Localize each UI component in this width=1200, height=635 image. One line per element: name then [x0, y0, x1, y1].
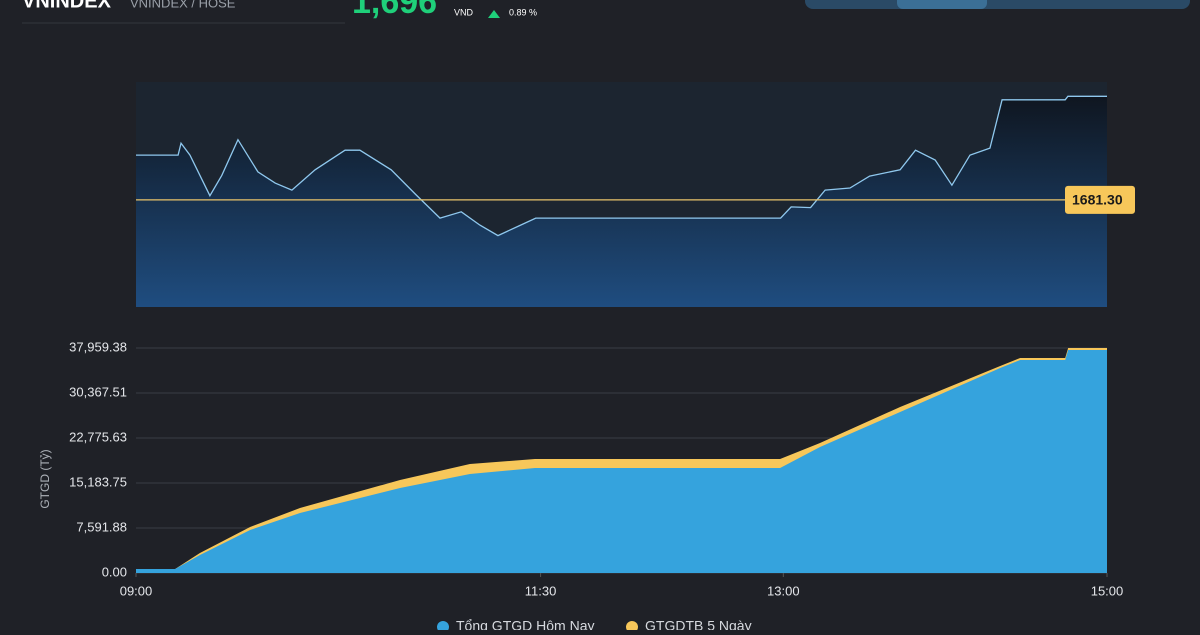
x-tick-label: 11:30 — [525, 583, 557, 598]
exchange: VNINDEX / HOSE — [130, 0, 236, 10]
reference-label: 1681.30 — [1072, 192, 1123, 208]
price-chart: 1681.30 — [136, 82, 1135, 307]
tab-bar[interactable] — [805, 0, 1190, 9]
legend-label[interactable]: GTGDTB 5 Ngày — [645, 618, 752, 634]
y-tick-label: 30,367.51 — [69, 384, 127, 399]
up-arrow — [488, 10, 500, 18]
value-chart: 0.00 7,591.88 15,183.75 22,775.63 30,367.51 3… — [69, 339, 1123, 598]
currency: VND — [454, 7, 474, 17]
legend-label[interactable]: Tổng GTGD Hôm Nay — [456, 618, 594, 634]
symbol: VNINDEX — [22, 0, 112, 12]
price: 1,696 — [352, 0, 437, 21]
x-tick-label: 13:00 — [767, 583, 800, 598]
value-area — [136, 350, 1107, 573]
y-tick-label: 22,775.63 — [69, 429, 127, 444]
price-line — [136, 95, 1107, 237]
y-axis-label: GTGD (Tỷ) — [38, 449, 52, 508]
change-pct: 0.89 % — [509, 7, 537, 17]
reference-badge — [1065, 185, 1135, 214]
x-tick-label: 09:00 — [120, 583, 153, 598]
active-tab[interactable] — [897, 0, 987, 9]
y-tick-label: 0.00 — [102, 564, 127, 579]
y-tick-label: 7,591.88 — [76, 519, 127, 534]
y-tick-label: 15,183.75 — [69, 474, 127, 489]
x-tick-label: 15:00 — [1091, 583, 1124, 598]
price-area — [136, 96, 1107, 307]
y-tick-label: 37,959.38 — [69, 339, 127, 354]
